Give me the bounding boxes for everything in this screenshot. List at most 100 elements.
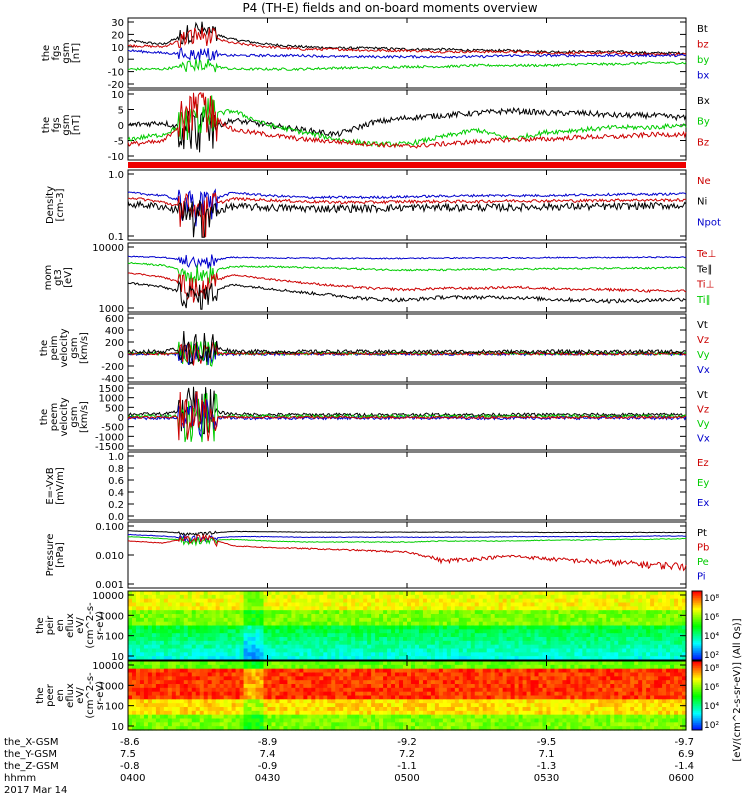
spectrogram-cell — [135, 699, 141, 704]
spectrogram-cell — [179, 640, 185, 646]
spectrogram-cell — [522, 695, 528, 700]
spectrogram-cell — [199, 648, 205, 653]
spectrogram-cell — [474, 640, 480, 646]
spectrogram-cell — [570, 591, 575, 596]
spectrogram-cell — [478, 661, 484, 666]
spectrogram-cell — [128, 684, 133, 689]
spectrogram-cell — [323, 714, 328, 720]
spectrogram-cell — [482, 594, 488, 600]
spectrogram-cell — [606, 640, 611, 646]
spectrogram-cell — [271, 633, 277, 638]
spectrogram-cell — [331, 684, 336, 689]
spectrogram-cell — [207, 625, 213, 630]
spectrogram-cell — [175, 676, 181, 681]
spectrogram-cell — [462, 707, 468, 712]
spectrogram-cell — [598, 652, 603, 657]
spectrogram-cell — [279, 676, 285, 681]
spectrogram-cell — [287, 640, 293, 646]
spectrogram-cell — [223, 714, 229, 720]
spectrogram-cell — [171, 602, 177, 607]
spectrogram-cell — [490, 598, 496, 604]
spectrogram-cell — [662, 598, 667, 604]
spectrogram-cell — [307, 633, 312, 638]
spectrogram-cell — [542, 610, 548, 615]
spectrogram-cell — [131, 684, 137, 689]
spectrogram-cell — [159, 629, 165, 634]
spectrogram-cell — [323, 640, 328, 646]
spectrogram-cell — [171, 726, 177, 731]
spectrogram-cell — [315, 594, 320, 600]
spectrogram-cell — [462, 606, 468, 611]
spectrogram-cell — [135, 614, 141, 619]
spectrogram-cell — [582, 687, 587, 693]
spectrogram-cell — [510, 606, 516, 611]
spectrogram-cell — [195, 703, 201, 708]
spectrogram-cell — [594, 726, 599, 731]
spectrogram-cell — [167, 610, 173, 615]
spectrogram-cell — [131, 644, 137, 650]
spectrogram-cell — [498, 591, 504, 596]
spectrogram-cell — [243, 591, 249, 596]
spectrogram-cell — [438, 714, 444, 720]
spectrogram-cell — [462, 668, 468, 674]
spectrogram-cell — [558, 676, 564, 681]
spectrogram-cell — [351, 687, 356, 693]
spectrogram-cell — [271, 640, 277, 646]
spectrogram-cell — [191, 652, 197, 657]
spectrogram-cell — [335, 687, 340, 693]
spectrogram-cell — [674, 640, 679, 646]
spectrogram-cell — [454, 722, 460, 727]
spectrogram-cell — [263, 633, 269, 638]
spectrogram-cell — [383, 606, 388, 611]
spectrogram-cell — [590, 691, 595, 697]
spectrogram-cell — [207, 606, 213, 611]
spectrogram-cell — [267, 703, 273, 708]
spectrogram-cell — [387, 606, 392, 611]
spectrogram-cell — [167, 644, 173, 650]
spectrogram-cell — [251, 672, 257, 677]
spectrogram-cell — [291, 602, 296, 607]
spectrogram-cell — [187, 676, 193, 681]
spectrogram-cell — [391, 648, 396, 653]
spectrogram-cell — [530, 661, 536, 666]
spectrogram-cell — [590, 625, 595, 630]
spectrogram-cell — [522, 591, 528, 596]
spectrogram-cell — [163, 726, 169, 731]
spectrogram-cell — [486, 594, 492, 600]
spectrogram-cell — [327, 714, 332, 720]
spectrogram-cell — [546, 614, 552, 619]
spectrogram-cell — [383, 684, 388, 689]
spectrogram-cell — [379, 672, 384, 677]
spectrogram-cell — [235, 591, 241, 596]
spectrogram-cell — [586, 621, 591, 627]
spectrogram-cell — [494, 625, 500, 630]
spectrogram-cell — [614, 610, 619, 615]
spectrogram-cell — [167, 617, 173, 623]
spectrogram-cell — [422, 610, 428, 615]
spectrogram-cell — [355, 610, 360, 615]
spectrogram-cell — [534, 640, 540, 646]
spectrogram-cell — [650, 640, 655, 646]
spectrogram-cell — [355, 672, 360, 677]
spectrogram-cell — [682, 648, 687, 653]
spectrogram-cell — [167, 640, 173, 646]
spectrogram-cell — [422, 703, 428, 708]
spectrogram-cell — [263, 591, 269, 596]
spectrogram-cell — [630, 648, 635, 653]
spectrogram-cell — [395, 648, 400, 653]
spectrogram-cell — [339, 625, 344, 630]
spectrogram-cell — [383, 718, 388, 723]
spectrogram-cell — [327, 591, 332, 596]
spectrogram-cell — [470, 640, 476, 646]
spectrogram-cell — [323, 633, 328, 638]
spectrogram-cell — [223, 722, 229, 727]
spectrogram-cell — [363, 648, 368, 653]
spectrogram-cell — [554, 680, 560, 685]
spectrogram-cell — [446, 644, 452, 650]
spectrogram-cell — [151, 640, 157, 646]
spectrogram-cell — [383, 610, 388, 615]
spectrogram-cell — [203, 644, 209, 650]
spectrogram-cell — [315, 656, 320, 661]
spectrogram-cell — [323, 661, 328, 666]
spectrogram-cell — [255, 633, 261, 638]
